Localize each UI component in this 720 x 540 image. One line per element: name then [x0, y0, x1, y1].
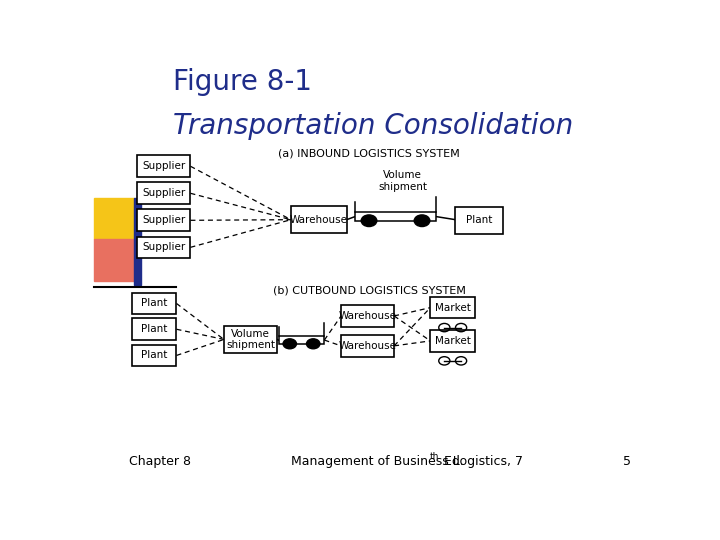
Text: Warehouse: Warehouse: [289, 215, 348, 225]
Bar: [138, 183, 190, 204]
Bar: [94, 239, 134, 281]
Text: Volume
shipment: Volume shipment: [226, 329, 275, 350]
Circle shape: [414, 215, 430, 227]
Text: Ed.: Ed.: [441, 455, 464, 468]
Bar: [132, 319, 176, 340]
Text: Plant: Plant: [141, 324, 167, 334]
Bar: [431, 297, 475, 319]
Text: Chapter 8: Chapter 8: [129, 455, 191, 468]
Bar: [134, 198, 141, 285]
Bar: [431, 330, 475, 352]
Bar: [138, 156, 190, 177]
Bar: [355, 212, 436, 221]
Text: Market: Market: [435, 302, 471, 313]
Bar: [132, 345, 176, 366]
Circle shape: [283, 339, 297, 349]
Bar: [132, 293, 176, 314]
Bar: [456, 207, 503, 234]
Bar: [291, 206, 347, 233]
Bar: [94, 198, 134, 239]
Text: Figure 8-1: Figure 8-1: [173, 68, 312, 96]
Bar: [138, 210, 190, 231]
Text: Plant: Plant: [141, 350, 167, 360]
Text: Warehouse: Warehouse: [338, 311, 397, 321]
Text: Plant: Plant: [466, 215, 492, 225]
Text: Supplier: Supplier: [143, 188, 186, 198]
Text: (b) CUTBOUND LOGISTICS SYSTEM: (b) CUTBOUND LOGISTICS SYSTEM: [273, 286, 465, 295]
Text: 5: 5: [623, 455, 631, 468]
Bar: [279, 336, 324, 344]
Bar: [138, 237, 190, 258]
Bar: [341, 305, 394, 327]
Text: Plant: Plant: [141, 299, 167, 308]
Circle shape: [307, 339, 320, 349]
Bar: [224, 326, 277, 353]
Text: Transportation Consolidation: Transportation Consolidation: [173, 112, 573, 140]
Bar: [341, 335, 394, 357]
Text: Supplier: Supplier: [143, 242, 186, 252]
Text: Supplier: Supplier: [143, 161, 186, 171]
Text: th: th: [429, 451, 438, 461]
Text: Supplier: Supplier: [143, 215, 186, 225]
Text: Management of Business Logistics, 7: Management of Business Logistics, 7: [291, 455, 523, 468]
Text: (a) INBOUND LOGISTICS SYSTEM: (a) INBOUND LOGISTICS SYSTEM: [278, 148, 460, 158]
Text: Market: Market: [435, 336, 471, 346]
Text: Warehouse: Warehouse: [338, 341, 397, 351]
Circle shape: [361, 215, 377, 227]
Text: Volume
shipment: Volume shipment: [378, 170, 427, 192]
